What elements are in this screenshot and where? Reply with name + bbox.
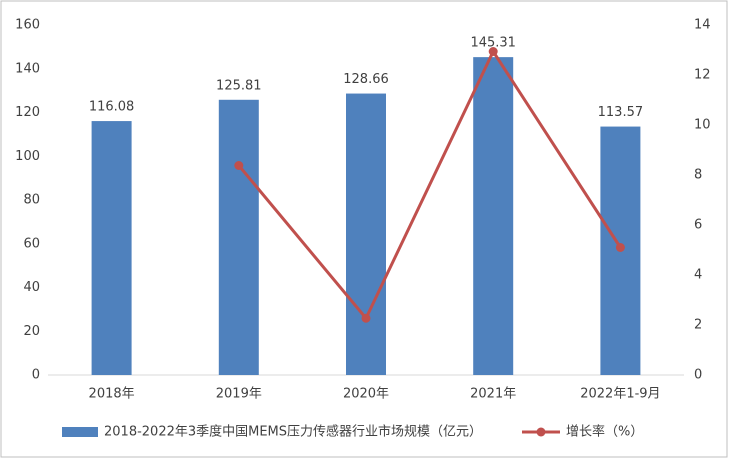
legend-label: 2018-2022年3季度中国MEMS压力传感器行业市场规模（亿元） — [104, 424, 482, 440]
y-tick-label: 80 — [23, 193, 40, 208]
y2-tick-label: 4 — [694, 268, 702, 283]
line — [237, 48, 622, 322]
value-label: 116.08 — [89, 100, 135, 115]
y-tick-label: 100 — [15, 149, 40, 164]
bar — [473, 57, 514, 376]
y-tick-label: 60 — [23, 236, 40, 251]
x-tick-label: 2019年 — [216, 387, 262, 402]
x-tick-label: 2021年 — [470, 387, 516, 402]
y-tick-label: 120 — [15, 105, 40, 120]
value-label: 128.66 — [343, 72, 389, 87]
bar — [91, 121, 132, 375]
y2-tick-label: 12 — [694, 68, 711, 83]
x-tick-label: 2020年 — [343, 387, 389, 402]
y-tick-label: 40 — [23, 280, 40, 295]
legend-swatch — [62, 427, 98, 437]
line-point — [234, 161, 244, 170]
y-tick-label: 140 — [15, 61, 40, 76]
y2-tick-label: 10 — [694, 118, 711, 133]
x-tick-label: 2018年 — [89, 387, 135, 402]
y2-tick-label: 0 — [694, 368, 702, 383]
value-label: 113.57 — [598, 105, 644, 120]
y2-tick-label: 2 — [694, 318, 702, 333]
legend-swatch — [536, 427, 546, 437]
bar — [346, 93, 386, 376]
value-label: 145.31 — [470, 36, 516, 51]
y-tick-label: 20 — [23, 324, 40, 339]
value-label: 125.81 — [216, 78, 262, 93]
y2-tick-label: 14 — [694, 18, 711, 33]
y2-tick-label: 8 — [694, 168, 702, 183]
y2-tick-label: 6 — [694, 218, 702, 233]
bar — [218, 99, 259, 376]
legend-label: 增长率（%） — [566, 424, 643, 440]
x-tick-label: 2022年1-9月 — [580, 387, 660, 402]
line-point — [615, 243, 625, 252]
line-point — [488, 47, 498, 56]
y-tick-label: 0 — [32, 368, 40, 383]
y-tick-label: 160 — [15, 18, 40, 33]
line-point — [361, 313, 371, 323]
